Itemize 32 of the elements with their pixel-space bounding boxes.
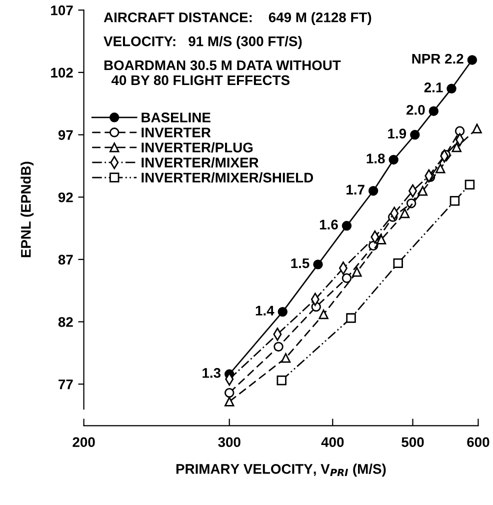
- annotation: NPR 2.2: [412, 54, 464, 64]
- annotation: VELOCITY: 91 M/S (300 FT/S): [104, 36, 302, 49]
- annotation: 1.6: [320, 220, 338, 230]
- x-axis-title: PRIMARY VELOCITY, V$_{PRI}$ (M/S): [176, 464, 386, 477]
- annotation: 1.3: [202, 368, 221, 378]
- annotation: 1.4: [256, 306, 274, 316]
- legend-label: INVERTER: [142, 128, 211, 138]
- legend-label: INVERTER/PLUG: [142, 142, 253, 153]
- x-tick-label: 300: [218, 437, 240, 448]
- y-tick-label: 82: [58, 317, 73, 327]
- annotation: 2.1: [424, 82, 443, 92]
- legend-label: INVERTER/MIXER/SHIELD: [142, 172, 314, 183]
- x-tick-label: 500: [402, 437, 424, 448]
- legend-label: BASELINE: [142, 112, 210, 122]
- x-tick-label: 400: [321, 437, 344, 448]
- y-tick-label: 97: [58, 130, 73, 140]
- y-tick-label: 102: [51, 68, 73, 78]
- annotation: 1.7: [346, 184, 364, 194]
- y-tick-label: 87: [58, 254, 73, 265]
- annotation: 1.5: [291, 258, 310, 268]
- x-tick-label: 200: [72, 437, 95, 448]
- y-tick-label: 92: [58, 192, 73, 202]
- y-tick-label: 77: [58, 380, 73, 390]
- annotation: 1.8: [366, 154, 385, 164]
- x-tick-label: 600: [467, 437, 490, 448]
- y-axis-title: EPNL (EPNdB): [20, 162, 34, 258]
- y-tick-label: 107: [51, 5, 73, 16]
- annotation: 2.0: [406, 104, 425, 115]
- annotation: 1.9: [388, 128, 406, 138]
- annotation: AIRCRAFT DISTANCE: 649 M (2128 FT): [104, 12, 372, 26]
- annotation: BOARDMAN 30.5 M DATA WITHOUT 40 BY 80 FLIGHT EFFECTS: [104, 60, 341, 86]
- legend-label: INVERTER/MIXER: [142, 157, 259, 168]
